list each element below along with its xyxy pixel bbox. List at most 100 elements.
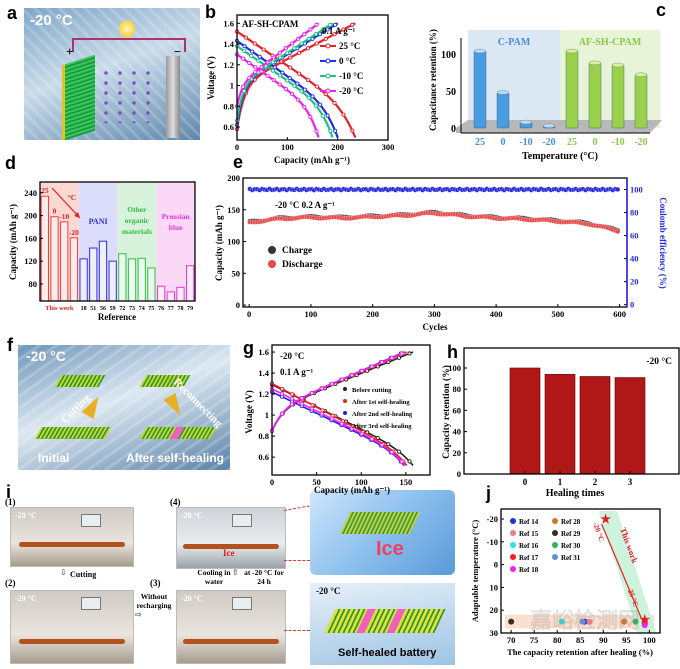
plot-frame: [39, 181, 196, 302]
x-tick-label: 100: [305, 309, 318, 319]
x-tick-label: 51: [90, 306, 96, 312]
bar: [40, 195, 49, 302]
y-tick-label: 1.4: [258, 368, 269, 378]
bar-top: [473, 48, 487, 54]
bar: [89, 247, 98, 302]
step-2-label: (2): [5, 578, 16, 588]
discharge-curve-1-point: [310, 94, 315, 99]
y-axis-title: Capacity (mAh g⁻¹): [8, 204, 18, 280]
y-tick-label: 30: [490, 628, 499, 638]
legend-marker: [343, 399, 347, 403]
group-label: organic: [125, 216, 150, 225]
bar-top: [634, 72, 648, 77]
y-tick-label: 10: [490, 582, 499, 592]
x-tick-label: 76: [158, 306, 164, 312]
group-label: AF-SH-CPAM: [579, 37, 642, 48]
minus-sign: −: [174, 44, 182, 59]
discharge-curve-0-point: [350, 128, 355, 133]
self-healing-illustration-f: -20 °C Cutting Reconnecting Initial Afte…: [18, 345, 230, 470]
bar: [473, 50, 487, 129]
charge-curve-0-point: [305, 46, 311, 51]
bar: [79, 258, 88, 302]
discharge-curve-3-point: [296, 97, 301, 102]
x-tick-label: 400: [490, 309, 503, 319]
legend-label: -10 °C: [339, 71, 363, 81]
step-4-label: (4): [170, 497, 181, 507]
discharge-curve-1-point: [302, 87, 308, 92]
y-tick-label: 100: [448, 363, 461, 373]
charge-curve-3-point: [399, 351, 404, 356]
discharge-curve-3-point: [265, 73, 270, 78]
legend-label: After 1st self-healing: [352, 399, 410, 406]
discharge-curve-2-point: [242, 48, 247, 54]
discharge-curve-3-point: [389, 450, 394, 455]
charge-curve-0-point: [297, 50, 302, 55]
y-tick-label: 0: [236, 300, 240, 310]
charge-curve-3-point: [308, 27, 313, 32]
watermark: 嘉峪检测网: [530, 608, 640, 633]
up-arrow-icon: ⇧: [232, 568, 239, 577]
charge-curve-2-point: [285, 50, 290, 55]
y-tick-label: 0.6: [258, 452, 269, 462]
legend-label: Ref 29: [561, 530, 581, 538]
group-label: blue: [169, 223, 183, 232]
x-tick-label: 90: [599, 635, 608, 645]
battery-cable: [183, 639, 279, 644]
bar-top: [496, 90, 510, 95]
ref-point: [632, 618, 639, 625]
x-tick-label: 80: [553, 635, 562, 645]
temp-label: -20 °C: [646, 356, 672, 367]
discharge-curve-0-point: [314, 84, 319, 89]
legend-marker: [343, 411, 347, 415]
photo-initial: -20 °C: [10, 507, 134, 567]
discharge-curve-0-point: [297, 71, 302, 76]
x-tick-label: 0: [235, 142, 239, 152]
y-tick-label: -20: [487, 514, 498, 524]
y-tick-label: 0: [457, 469, 461, 479]
y-tick-label: 0.6: [223, 122, 234, 132]
discharge-curve-1-point: [333, 128, 338, 133]
panel-label-g: g: [243, 338, 254, 358]
charge-curve-3-point: [289, 402, 295, 407]
x-axis-title: The capacity retention after healing (%): [507, 647, 653, 657]
star-icon: ★: [639, 612, 650, 626]
discharge-curve-2-point: [270, 68, 275, 73]
wire: [72, 38, 186, 52]
zoom-connector: [284, 560, 310, 561]
x-tick-label: 200: [331, 142, 344, 152]
bar: [176, 286, 185, 302]
bar-top: [542, 123, 556, 128]
discharge-curve-0-point: [252, 41, 257, 46]
discharge-curve-3-point: [369, 437, 374, 442]
legend-label: Charge: [282, 246, 312, 256]
charge-curve-2-point: [306, 36, 311, 41]
charge-curve-3-point: [296, 36, 301, 41]
x-tick-label: 75: [530, 635, 539, 645]
cooling-condition-label: at -20 °C for 24 h: [244, 568, 284, 586]
bar: [118, 253, 127, 302]
charge-curve-3-point: [379, 360, 384, 365]
charge-curve-3-point: [319, 386, 324, 391]
battery-cable: [19, 639, 125, 644]
group-label: PANI: [89, 217, 108, 226]
legend-label: Ref 14: [519, 518, 539, 526]
y-tick-label: 160: [24, 233, 37, 243]
charge-curve-0-point: [350, 22, 355, 27]
cooling-label: Cooling in water: [197, 568, 231, 586]
discharge-curve-1-point: [257, 54, 262, 59]
group-label: Prussian: [162, 212, 191, 221]
discharge-curve-3-point: [289, 396, 295, 401]
healed-battery-render: -20 °C Self-healed battery: [310, 583, 455, 665]
legend-marker: [552, 554, 558, 560]
y-axis-title: Voltage (V): [206, 56, 216, 99]
panel-label-c: c: [656, 0, 667, 20]
bar: [50, 216, 59, 302]
discharge-curve-3-point: [277, 82, 282, 87]
ref-point: [579, 618, 586, 625]
temp-label: -20 °C: [15, 511, 37, 520]
this-work-band: [598, 511, 657, 633]
charge-curve-2-point: [313, 32, 318, 37]
ions: [99, 68, 159, 123]
bar: [108, 260, 117, 302]
y-tick-label: 1.6: [223, 18, 234, 28]
